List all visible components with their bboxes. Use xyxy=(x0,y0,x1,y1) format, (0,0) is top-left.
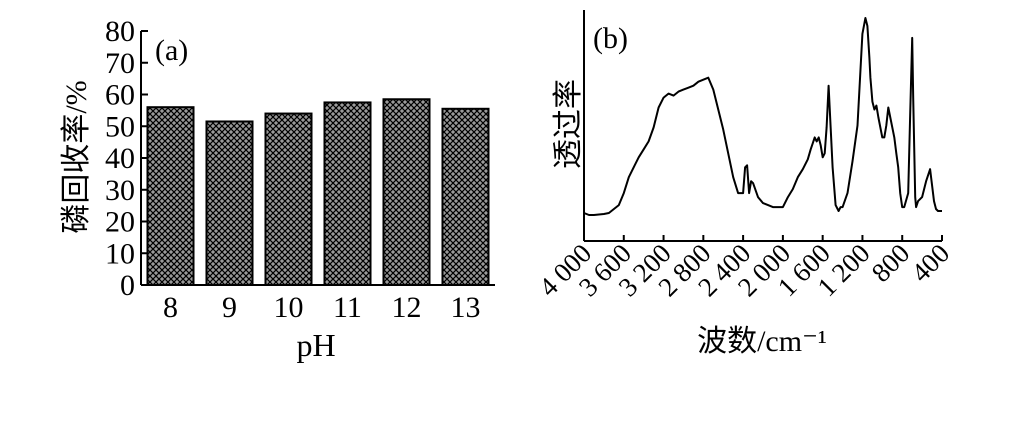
y-tick-label: 40 xyxy=(105,142,135,175)
x-tick-label: 10 xyxy=(274,291,304,324)
bar-10 xyxy=(264,112,313,286)
x-tick-label: 9 xyxy=(222,291,237,324)
bar-series xyxy=(146,98,490,286)
x-tick-label: 8 xyxy=(163,291,178,324)
bar-13 xyxy=(441,107,490,286)
y-tick-label: 30 xyxy=(105,174,135,207)
bar-11 xyxy=(323,101,372,286)
y-tick-label: 20 xyxy=(105,206,135,239)
y-axis-title: 透过率 xyxy=(552,79,585,169)
y-tick-label: 50 xyxy=(105,110,135,143)
y-tick-label: 70 xyxy=(105,47,135,80)
x-axis-title: 波数/cm⁻¹ xyxy=(697,325,827,358)
spectrum-line xyxy=(583,17,942,216)
y-axis-title: 磷回收率/% xyxy=(60,80,93,233)
x-axis-title: pH xyxy=(296,327,335,363)
x-axis-ticks: 8 9 10 11 12 13 xyxy=(163,291,481,324)
x-tick-label: 13 xyxy=(451,291,481,324)
x-tick-label: 12 xyxy=(392,291,422,324)
bar-8 xyxy=(146,106,195,286)
panel-label-a: (a) xyxy=(155,34,188,67)
y-tick-label: 60 xyxy=(105,79,135,112)
x-tick-label: 400 xyxy=(905,238,955,288)
y-tick-label: 80 xyxy=(105,15,135,48)
y-tick-label: 0 xyxy=(120,269,135,302)
bar-9 xyxy=(205,120,254,286)
x-tick-label: 11 xyxy=(333,291,362,324)
bar-12 xyxy=(382,98,431,286)
panel-label-b: (b) xyxy=(593,22,628,55)
y-tick-label: 10 xyxy=(105,237,135,270)
